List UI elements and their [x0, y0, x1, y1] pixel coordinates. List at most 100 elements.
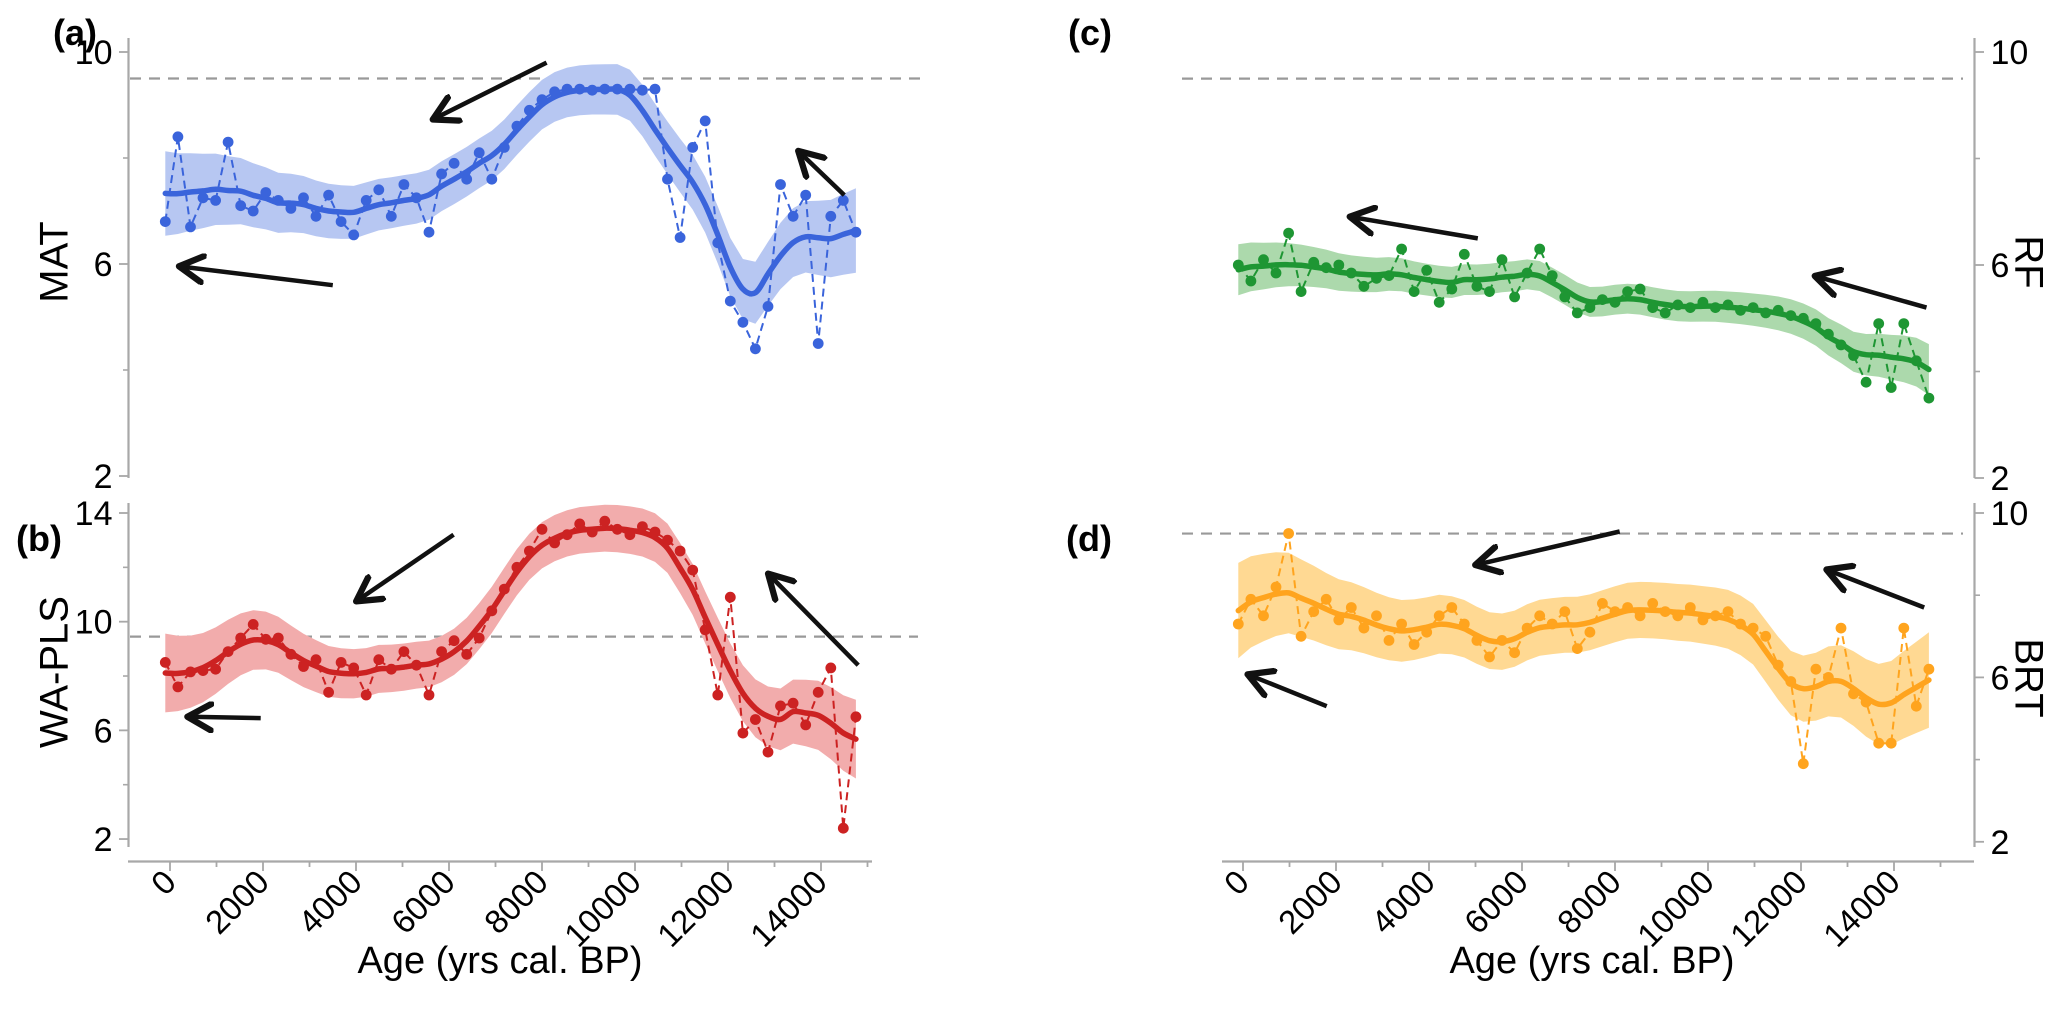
data-point [574, 83, 586, 95]
y-axis-a: 10 6 2 [75, 34, 130, 496]
data-point [1245, 275, 1257, 287]
data-point [1509, 291, 1520, 303]
y-tick-label: 6 [1991, 247, 2010, 285]
data-point [1684, 302, 1696, 313]
data-point [1609, 606, 1621, 617]
data-point [348, 662, 360, 674]
data-point [197, 192, 209, 204]
data-point [524, 104, 535, 116]
data-point [1509, 647, 1520, 659]
data-point [812, 686, 824, 698]
data-point [637, 84, 648, 96]
data-point [586, 526, 598, 538]
data-point [1396, 618, 1407, 630]
sample-line [164, 519, 857, 829]
y-tick-label: 2 [1991, 824, 2010, 862]
data-point [1735, 304, 1746, 316]
data-point [373, 654, 385, 666]
data-point [1433, 296, 1445, 308]
data-point [1534, 243, 1546, 255]
trend-arrow [190, 717, 261, 718]
data-point [1283, 227, 1294, 239]
data-point [285, 648, 297, 660]
data-point [310, 654, 322, 666]
y-axis-title-mat: MAT [32, 221, 77, 303]
data-point [724, 591, 736, 603]
x-tick-label: 4000 [291, 863, 369, 941]
data-point [674, 232, 686, 243]
y-axis-c: 10 6 2 [1973, 34, 2028, 498]
data-point [1747, 302, 1759, 313]
y-axis-title-brt: BRT [2006, 638, 2051, 718]
x-tick-label: 2000 [1271, 863, 1349, 941]
panel-a: 10 6 2 [75, 34, 920, 496]
data-point [1521, 267, 1533, 279]
y-tick-label: 2 [1991, 460, 2010, 498]
data-point [486, 173, 498, 185]
data-point [1308, 606, 1320, 617]
data-point [1885, 737, 1897, 749]
data-point [825, 210, 837, 222]
data-point [1710, 302, 1721, 313]
data-point [1371, 272, 1382, 284]
y-tick-label: 6 [1991, 659, 2010, 697]
data-point [1534, 610, 1546, 622]
data-point [1458, 618, 1470, 630]
data-point [159, 657, 171, 668]
data-point [1760, 307, 1772, 319]
data-point [1471, 280, 1483, 292]
data-point [1923, 392, 1935, 404]
confidence-band [1238, 242, 1929, 395]
data-point [1283, 528, 1294, 539]
data-point [637, 521, 648, 532]
data-point [1258, 610, 1269, 622]
trend-arrow [800, 153, 846, 197]
x-axis-title-right: Age (yrs cal. BP) [1449, 940, 1735, 982]
panel-c: 10 6 2 [1182, 34, 2028, 498]
data-point [1810, 663, 1822, 675]
trend-arrow [770, 576, 860, 667]
data-point [272, 632, 284, 644]
data-point [1760, 630, 1772, 642]
data-point [335, 216, 347, 228]
data-point [1546, 270, 1558, 281]
data-point [549, 537, 560, 549]
data-point [599, 83, 611, 95]
data-point [850, 226, 862, 238]
data-point [549, 86, 560, 98]
data-point [411, 192, 422, 204]
data-point [1521, 622, 1533, 634]
data-point [1910, 355, 1922, 367]
trend-arrow [358, 532, 455, 600]
data-point [1710, 610, 1721, 622]
data-point [222, 136, 234, 148]
data-point [1471, 635, 1483, 646]
data-point [159, 216, 171, 228]
data-point [197, 665, 209, 676]
data-point [750, 714, 761, 725]
data-point [561, 529, 573, 541]
x-tick-label: 0 [1217, 863, 1256, 902]
data-point [687, 142, 699, 153]
data-point [1484, 651, 1495, 663]
data-point [235, 200, 247, 212]
data-point [1584, 302, 1596, 313]
y-tick-label: 6 [94, 712, 113, 750]
data-point [1697, 296, 1709, 308]
data-point [1722, 299, 1734, 311]
data-point [1873, 318, 1885, 329]
data-point [1823, 672, 1834, 683]
data-point [385, 663, 397, 675]
data-point [1684, 602, 1696, 613]
data-point [1559, 291, 1571, 303]
data-point [272, 195, 284, 206]
data-point [1810, 318, 1822, 329]
data-point [699, 624, 711, 636]
trend-arrow [1478, 529, 1621, 565]
data-point [837, 195, 849, 206]
data-point [1584, 626, 1596, 638]
y-tick-label: 6 [94, 246, 113, 284]
data-point [247, 205, 259, 217]
data-point [423, 226, 435, 238]
